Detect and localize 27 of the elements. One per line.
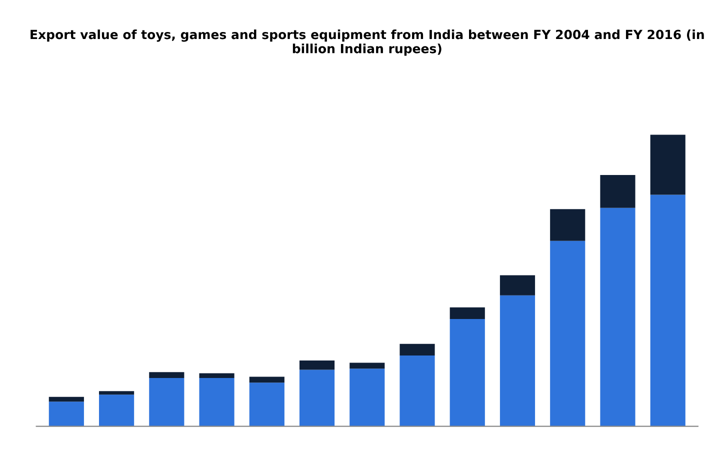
bar — [249, 376, 284, 383]
bar — [299, 370, 335, 426]
bar — [650, 134, 686, 195]
bar — [400, 355, 435, 426]
bar — [249, 382, 284, 426]
bar — [350, 368, 385, 426]
bar — [400, 344, 435, 356]
bar — [299, 360, 335, 370]
chart-title: Export value of toys, games and sports equipment from India between FY 2004 and FY 2016 (in billion Indian rupees) — [30, 30, 704, 56]
bar — [500, 295, 536, 426]
bar — [450, 307, 485, 320]
bar — [99, 394, 134, 426]
bar — [550, 240, 586, 426]
bar — [48, 402, 84, 426]
bar — [199, 373, 234, 378]
bar — [500, 275, 536, 296]
bar — [600, 208, 636, 426]
bar — [550, 209, 586, 241]
bar — [99, 391, 134, 395]
bar — [450, 319, 485, 426]
bar — [48, 396, 84, 402]
bar — [149, 372, 184, 378]
bar — [149, 378, 184, 426]
bar — [350, 362, 385, 369]
bar — [199, 378, 234, 426]
bar — [650, 194, 686, 426]
bar — [600, 174, 636, 208]
